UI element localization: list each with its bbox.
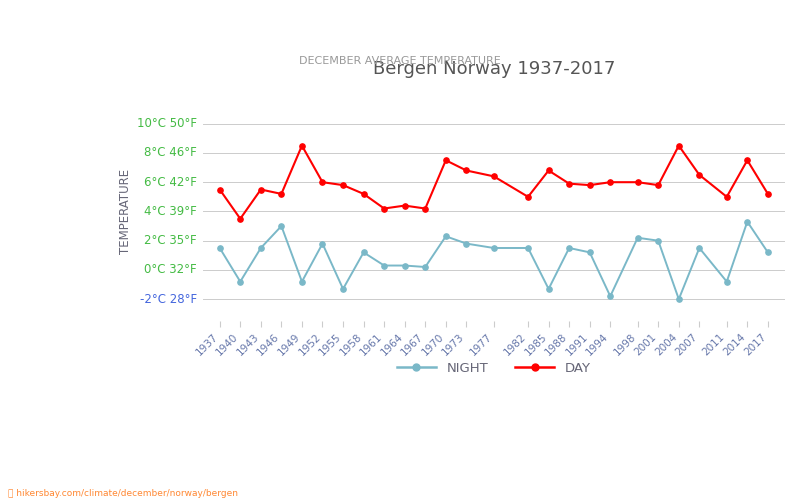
Legend: NIGHT, DAY: NIGHT, DAY (391, 356, 596, 380)
Text: 2°C 35°F: 2°C 35°F (144, 234, 197, 247)
Text: 8°C 46°F: 8°C 46°F (144, 146, 197, 160)
Text: 10°C 50°F: 10°C 50°F (137, 117, 197, 130)
Text: 0°C 32°F: 0°C 32°F (144, 264, 197, 276)
Title: Bergen Norway 1937-2017: Bergen Norway 1937-2017 (373, 60, 615, 78)
Text: -2°C 28°F: -2°C 28°F (140, 292, 197, 306)
Y-axis label: TEMPERATURE: TEMPERATURE (119, 169, 132, 254)
Text: DECEMBER AVERAGE TEMPERATURE: DECEMBER AVERAGE TEMPERATURE (299, 56, 501, 66)
Text: 6°C 42°F: 6°C 42°F (144, 176, 197, 188)
Text: 4°C 39°F: 4°C 39°F (144, 205, 197, 218)
Text: 📍 hikersbay.com/climate/december/norway/bergen: 📍 hikersbay.com/climate/december/norway/… (8, 488, 238, 498)
